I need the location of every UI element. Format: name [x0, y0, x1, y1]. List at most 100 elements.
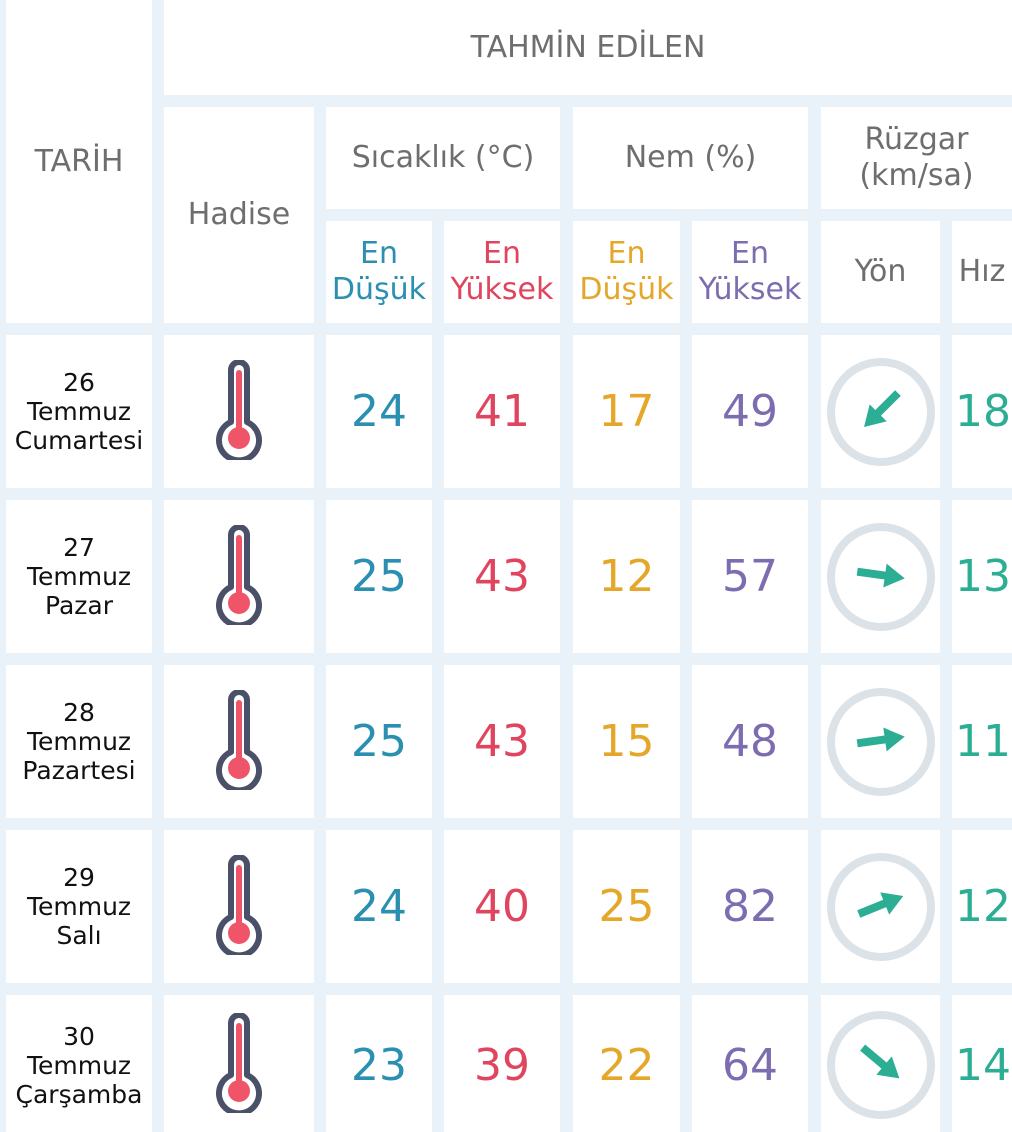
hum-min-value: 17: [598, 386, 655, 437]
header-nem: Nem (%): [573, 107, 808, 209]
date-cell: 28 Temmuz Pazartesi: [6, 665, 152, 818]
date-day: 29: [63, 863, 95, 892]
wind-direction-cell: [821, 995, 940, 1132]
temp-min-cell: 25: [326, 665, 432, 818]
wind-speed-cell: 11: [952, 665, 1012, 818]
temp-min-value: 24: [351, 386, 407, 437]
temp-min-cell: 24: [326, 830, 432, 983]
header-tarih: TARİH: [6, 0, 152, 323]
wind-arrow-icon: [846, 540, 916, 614]
hum-min-value: 15: [598, 716, 655, 767]
temp-max-cell: 39: [444, 995, 560, 1132]
hadise-cell: [164, 830, 314, 983]
date-month: Temmuz: [26, 562, 132, 591]
temp-min-value: 25: [351, 716, 407, 767]
hadise-cell: [164, 335, 314, 488]
thermometer-icon: [214, 688, 264, 794]
header-tahmin-edilen: TAHMİN EDİLEN: [164, 0, 1012, 95]
date-month: Temmuz: [26, 892, 132, 921]
wind-direction-cell: [821, 665, 940, 818]
hum-max-cell: 49: [692, 335, 808, 488]
header-ruzgar-label: Rüzgar: [864, 122, 969, 157]
temp-max-cell: 43: [444, 500, 560, 653]
temp-max-cell: 40: [444, 830, 560, 983]
header-hiz-label: Hız: [958, 254, 1006, 289]
label-en: En: [731, 236, 769, 271]
header-tahmin-label: TAHMİN EDİLEN: [470, 29, 706, 65]
wind-arrow-icon: [846, 705, 916, 779]
hum-min-cell: 17: [573, 335, 680, 488]
temp-min-value: 25: [351, 551, 407, 602]
date-day: 26: [63, 368, 95, 397]
header-hadise: Hadise: [164, 107, 314, 323]
label-dusuk: Düşük: [331, 272, 427, 307]
header-sicaklik-label: Sıcaklık (°C): [351, 140, 535, 175]
header-yon-label: Yön: [854, 254, 907, 289]
wind-speed-cell: 14: [952, 995, 1012, 1132]
hum-max-cell: 48: [692, 665, 808, 818]
label-en: En: [607, 236, 646, 271]
wind-direction-cell: [821, 335, 940, 488]
date-month: Temmuz: [26, 1050, 132, 1080]
hum-min-value: 25: [598, 881, 655, 932]
date-cell: 30 Temmuz Çarşamba: [6, 995, 152, 1132]
wind-speed-value: 18: [955, 386, 1011, 437]
label-en: En: [483, 236, 521, 271]
temp-max-value: 43: [474, 716, 530, 767]
label-en: En: [360, 236, 398, 271]
header-tarih-label: TARİH: [34, 143, 124, 179]
date-weekday: Pazartesi: [22, 756, 136, 785]
label-yuksek: Yüksek: [698, 272, 802, 307]
temp-max-cell: 41: [444, 335, 560, 488]
header-ruzgar: Rüzgar (km/sa): [821, 107, 1012, 209]
header-nem-label: Nem (%): [624, 140, 757, 175]
thermometer-icon: [214, 523, 264, 629]
hadise-cell: [164, 995, 314, 1132]
date-weekday: Pazar: [45, 591, 113, 620]
temp-max-value: 39: [474, 1039, 530, 1091]
hum-min-cell: 25: [573, 830, 680, 983]
wind-speed-cell: 18: [952, 335, 1012, 488]
wind-arrow-icon: [846, 375, 916, 449]
header-yon: Yön: [821, 221, 940, 323]
header-hadise-label: Hadise: [187, 197, 291, 232]
date-cell: 26 Temmuz Cumartesi: [6, 335, 152, 488]
hum-min-value: 22: [598, 1039, 655, 1091]
hum-max-cell: 82: [692, 830, 808, 983]
header-hum-min: En Düşük: [573, 221, 680, 323]
date-weekday: Çarşamba: [15, 1079, 143, 1109]
label-dusuk: Düşük: [579, 272, 674, 307]
hum-max-cell: 64: [692, 995, 808, 1132]
hadise-cell: [164, 665, 314, 818]
date-day: 27: [63, 533, 95, 562]
header-temp-max: En Yüksek: [444, 221, 560, 323]
hum-max-cell: 57: [692, 500, 808, 653]
header-ruzgar-unit: (km/sa): [859, 158, 974, 193]
header-hum-max: En Yüksek: [692, 221, 808, 323]
temp-min-value: 24: [351, 881, 407, 932]
wind-speed-value: 13: [955, 551, 1011, 602]
thermometer-icon: [214, 358, 264, 464]
temp-max-value: 40: [474, 881, 530, 932]
hum-max-value: 64: [722, 1039, 778, 1091]
hadise-cell: [164, 500, 314, 653]
wind-arrow-icon: [846, 870, 916, 944]
compass-circle: [826, 687, 935, 796]
wind-speed-cell: 13: [952, 500, 1012, 653]
header-sicaklik: Sıcaklık (°C): [326, 107, 560, 209]
date-day: 30: [63, 1021, 95, 1051]
date-cell: 29 Temmuz Salı: [6, 830, 152, 983]
header-hiz: Hız: [952, 221, 1012, 323]
hum-max-value: 57: [722, 551, 778, 602]
temp-max-value: 43: [474, 551, 530, 602]
date-month: Temmuz: [26, 397, 132, 426]
thermometer-icon: [214, 853, 264, 959]
header-temp-min: En Düşük: [326, 221, 432, 323]
date-month: Temmuz: [26, 727, 132, 756]
hum-max-value: 82: [722, 881, 778, 932]
temp-max-cell: 43: [444, 665, 560, 818]
compass-circle: [826, 522, 935, 631]
wind-speed-value: 12: [955, 881, 1011, 932]
temp-max-value: 41: [474, 386, 530, 437]
